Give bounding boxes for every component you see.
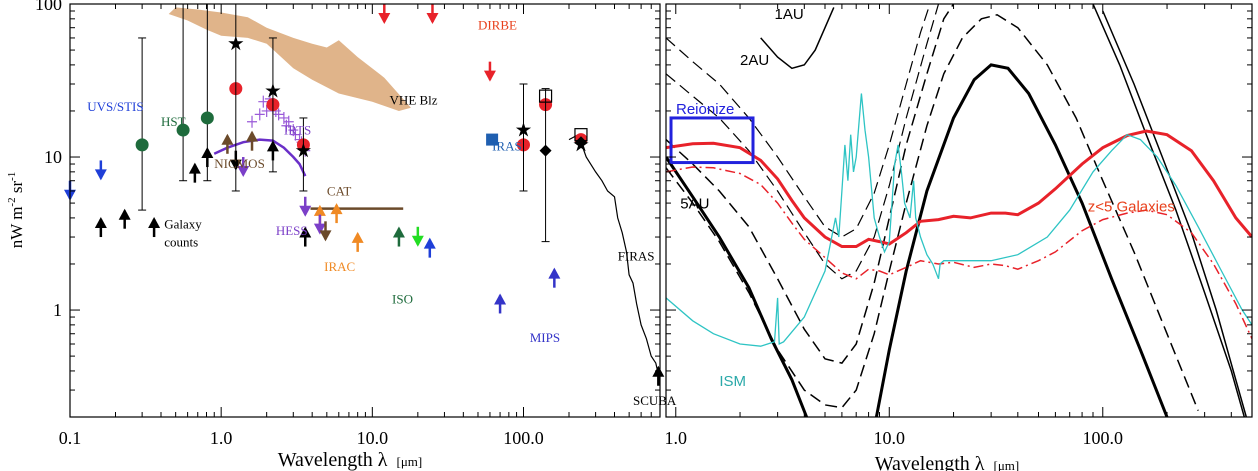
arrow-up-head [118,208,131,220]
arrow-up-head [188,162,201,174]
left-panel: UVS/STIS HST VHE Blz DIRBE IRAS IRTS NICMOS CAT… [6,0,677,471]
arrow-up-head [392,226,405,238]
series-line [666,156,808,417]
data-label: NICMOS [214,156,265,171]
arrow-down-head [299,205,312,217]
reionize-label: Reionize [676,101,734,118]
series-line [666,93,1252,347]
x-tick-label: 100.0 [1083,428,1124,448]
series-line [666,4,940,280]
arrow-down-head [411,235,424,247]
right-axis-ticks: 1.0 10.0 100.0 [665,3,1253,448]
series-line [760,7,835,70]
arrow-up-head [313,204,326,216]
arrow-up-head [246,130,259,142]
left-x-axis-label: Wavelength λ [μm] [278,449,422,471]
reionize-box [669,116,755,165]
star-marker [228,35,244,51]
data-label: ISO [392,292,413,307]
irts-point [254,108,265,121]
data-label: DIRBE [478,18,517,33]
arrow-down-head [426,13,439,24]
left-axis-ticks: 0.1 1.0 10.0 100.0 1 10 100 [35,0,661,448]
right-axes-frame [665,3,1253,418]
data-label: IRAC [324,259,355,274]
series-line [666,4,955,364]
circle-marker [176,123,190,137]
diamond-marker [539,144,552,157]
arrow-down-head [237,166,250,178]
left-plot-area: UVS/STIS HST VHE Blz DIRBE IRAS IRTS NICMOS CAT… [64,3,677,408]
arrow-up-head [351,231,364,243]
vhe-blazar-band [168,7,411,111]
data-label: MIPS [530,330,560,345]
star-marker [573,136,589,152]
left-y-axis-label: nW m-2 sr-1 [6,172,26,249]
data-label: counts [164,235,198,250]
curve-label: 2AU [740,52,769,69]
irts-point [247,115,258,128]
series-line [666,4,931,238]
arrow-up-head [494,293,507,305]
data-label: Galaxy [164,217,202,232]
data-label: HESS [276,223,308,238]
circle-marker [135,138,149,152]
arrow-up-head [330,203,343,215]
arrow-up-head [299,226,312,238]
arrow-down-head [483,70,496,82]
right-panel: Reionize 1AU 2AU 5AU z<5 Galaxies ISM 1.0 10.0… [665,3,1253,471]
x-tick-label: 10.0 [874,428,906,448]
firas-curve [568,133,659,375]
irts-point [290,128,301,141]
x-tick-label: 100.0 [503,428,544,448]
y-tick-label: 1 [53,300,62,320]
series-line [666,129,1252,248]
curve-label: 1AU [774,6,803,23]
arrow-up-head [94,217,107,229]
y-tick-label: 100 [35,0,62,14]
x-tick-label: 1.0 [210,428,233,448]
arrow-down-head [229,159,242,171]
x-tick-label: 1.0 [665,428,688,448]
curve-label: z<5 Galaxies [1088,199,1175,216]
filled-square-marker [486,133,499,146]
arrow-up-head [266,140,279,152]
x-tick-label: 0.1 [59,428,82,448]
data-label: IRAS [492,139,522,154]
y-tick-label: 10 [44,147,62,167]
irts-point [281,119,292,132]
arrow-up-head [201,147,214,159]
arrow-up-head [221,133,234,145]
series-line [874,63,1169,417]
data-label: VHE Blz [390,93,438,108]
data-label: CAT [327,184,352,199]
series-line [666,13,1199,411]
x-tick-label: 10.0 [357,428,389,448]
data-label: HST [161,114,186,129]
irts-point [258,95,269,108]
arrow-down-head [378,13,391,24]
data-label: UVS/STIS [87,99,143,114]
series-line [666,166,1252,340]
star-marker [515,122,532,137]
curve-label: 5AU [680,196,709,213]
circle-marker [200,111,214,125]
arrow-down-head [313,223,326,235]
arrow-up-head [148,217,161,229]
arrow-up-head [423,237,436,249]
right-plot-area: Reionize 1AU 2AU 5AU z<5 Galaxies ISM [666,4,1252,417]
arrow-down-head [94,169,107,181]
arrow-up-head [548,267,561,279]
data-label: SCUBA [633,393,677,408]
data-label: FIRAS [618,249,655,264]
series-line [1092,4,1246,417]
right-x-axis-label: Wavelength λ [μm] [875,453,1019,471]
arrow-down-head [319,230,332,242]
irts-point [261,104,272,117]
data-label: IRTS [284,123,311,138]
star-marker [295,142,311,158]
curve-label: ISM [719,373,746,390]
star-marker [265,83,281,98]
